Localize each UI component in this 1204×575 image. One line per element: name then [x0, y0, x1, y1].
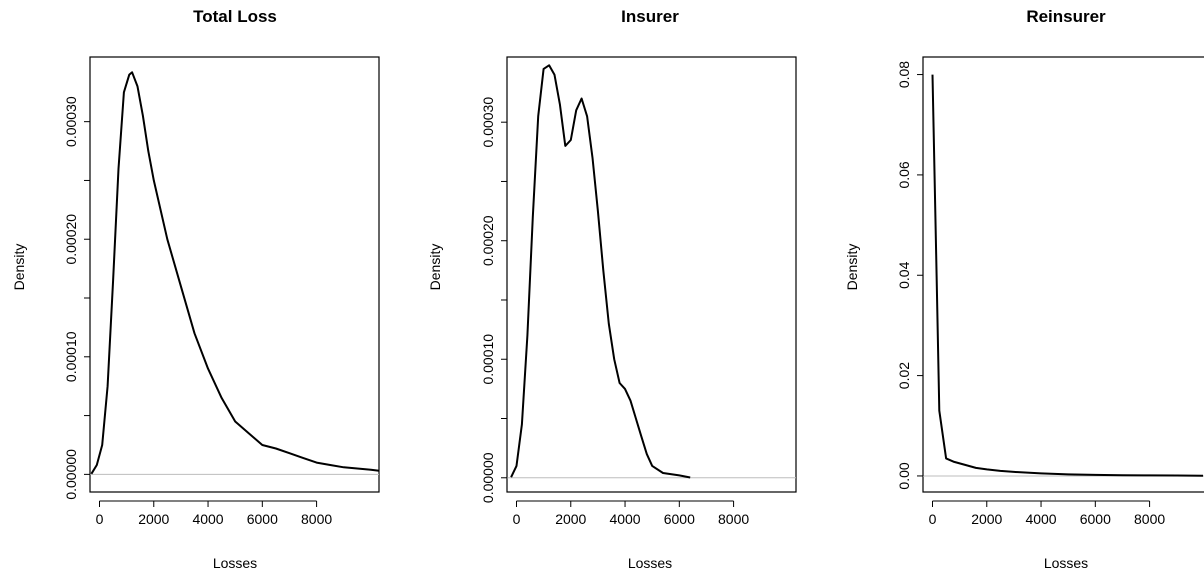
x-tick-label: 0: [96, 511, 104, 527]
y-tick-label: 0.00020: [480, 215, 496, 266]
y-tick-label: 0.00030: [480, 97, 496, 148]
x-tick-label: 2000: [138, 511, 169, 527]
panel-insurer: Insurer Losses Density 0.00000 0.00010 0.0…: [427, 7, 797, 571]
y-tick-label: 0.00010: [480, 334, 496, 385]
y-tick-label: 0.00000: [480, 452, 496, 503]
x-tick-label: 4000: [192, 511, 223, 527]
y-tick-label: 0.02: [896, 362, 912, 389]
density-curve: [90, 71, 380, 475]
y-axis-label: Density: [11, 244, 27, 291]
x-tick-label: 6000: [1080, 511, 1111, 527]
y-tick-label: 0.00: [896, 462, 912, 489]
x-tick-label: 8000: [718, 511, 749, 527]
chart-title: Total Loss: [193, 7, 277, 26]
x-axis-label: Losses: [213, 555, 257, 571]
y-tick-label: 0.00020: [63, 214, 79, 265]
plot-frame: [89, 56, 380, 493]
density-curve: [510, 64, 691, 479]
x-tick-label: 8000: [301, 511, 332, 527]
x-tick-label: 0: [513, 511, 521, 527]
x-tick-label: 0: [929, 511, 937, 527]
y-axis-label: Density: [844, 244, 860, 291]
chart-title: Reinsurer: [1026, 7, 1106, 26]
y-tick-label: 0.08: [896, 61, 912, 88]
chart-title: Insurer: [621, 7, 679, 26]
x-tick-label: 2000: [971, 511, 1002, 527]
x-axis-label: Losses: [628, 555, 672, 571]
panel-total-loss: Total Loss Losses Density 0.00000 0.00010…: [11, 7, 380, 571]
y-axis-label: Density: [427, 244, 443, 291]
x-tick-label: 2000: [555, 511, 586, 527]
panel-reinsurer: Reinsurer Losses Density 0.00 0.02 0.04 0.0…: [844, 7, 1204, 571]
x-tick-label: 6000: [664, 511, 695, 527]
x-tick-label: 4000: [609, 511, 640, 527]
x-axis-label: Losses: [1044, 555, 1088, 571]
plot-frame: [506, 56, 797, 493]
density-curve: [931, 74, 1204, 477]
x-tick-label: 6000: [247, 511, 278, 527]
y-tick-label: 0.06: [896, 161, 912, 188]
y-tick-label: 0.00030: [63, 96, 79, 147]
plot-frame: [922, 56, 1204, 493]
y-tick-label: 0.00000: [63, 449, 79, 500]
y-tick-label: 0.04: [896, 261, 912, 288]
x-tick-label: 8000: [1134, 511, 1165, 527]
y-tick-label: 0.00010: [63, 331, 79, 382]
x-tick-label: 4000: [1025, 511, 1056, 527]
